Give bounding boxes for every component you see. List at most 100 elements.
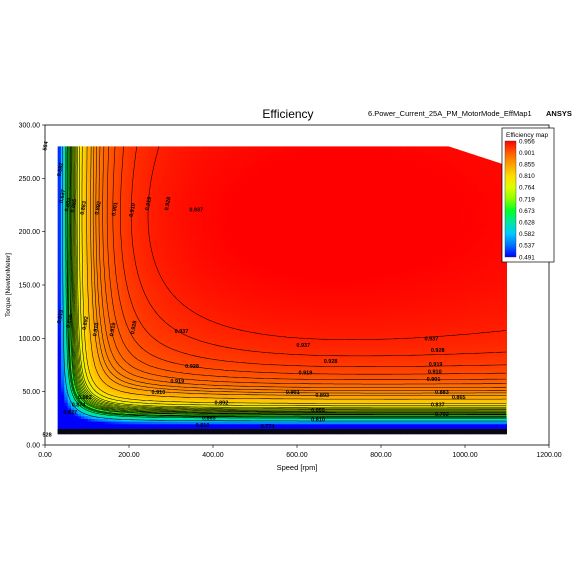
heat-cell <box>64 173 69 177</box>
heat-cell <box>64 207 69 211</box>
heat-cell <box>60 154 65 158</box>
heat-cell <box>64 239 69 243</box>
heat-cell <box>87 295 92 299</box>
heat-cell <box>84 247 89 251</box>
heat-cell <box>94 181 99 185</box>
heat-cell <box>84 165 89 169</box>
heat-cell <box>87 421 92 425</box>
heat-cell <box>87 237 92 241</box>
heat-cell <box>94 357 99 361</box>
heat-cell <box>74 234 79 238</box>
heat-cell <box>91 159 96 163</box>
heat-cell <box>60 242 65 246</box>
heat-cell <box>71 381 75 385</box>
heat-cell <box>67 298 72 302</box>
heat-cell <box>71 191 75 195</box>
heat-cell <box>81 314 86 318</box>
heat-cell <box>74 354 79 358</box>
heat-cell <box>87 322 92 326</box>
heat-cell <box>77 303 82 307</box>
heat-cell <box>81 263 86 267</box>
heat-cell <box>84 255 89 259</box>
heat-cell <box>64 410 69 414</box>
heat-cell <box>87 170 92 174</box>
heat-cell <box>91 330 96 334</box>
heat-cell <box>57 319 62 323</box>
heat-cell <box>84 365 89 369</box>
heat-cell <box>60 338 65 342</box>
heat-cell <box>71 258 75 262</box>
heat-cell <box>77 309 82 313</box>
heat-cell <box>71 346 75 350</box>
heat-cell <box>87 199 92 203</box>
heat-cell <box>77 373 82 377</box>
heat-cell <box>57 327 62 331</box>
heat-cell <box>81 149 86 153</box>
heat-cell <box>81 247 86 251</box>
heat-cell <box>57 375 62 379</box>
heat-cell <box>87 205 92 209</box>
heat-cell <box>60 359 65 363</box>
heat-cell <box>64 351 69 355</box>
heat-cell <box>84 362 89 366</box>
heat-cell <box>67 423 72 427</box>
heat-cell <box>91 285 96 289</box>
heat-cell <box>57 285 62 289</box>
heat-cell <box>87 399 92 403</box>
heat-cell <box>71 269 75 273</box>
heat-cell <box>94 325 99 329</box>
heat-cell <box>87 405 92 409</box>
heat-cell <box>81 362 86 366</box>
heat-cell <box>84 426 89 430</box>
heat-cell <box>60 237 65 241</box>
heat-cell <box>57 357 62 361</box>
heat-cell <box>74 341 79 345</box>
heat-cell <box>57 293 62 297</box>
heat-cell <box>81 234 86 238</box>
heat-cell <box>94 226 99 230</box>
heat-cell <box>84 322 89 326</box>
heat-cell <box>87 413 92 417</box>
heat-cell <box>60 375 65 379</box>
heat-cell <box>77 282 82 286</box>
heat-cell <box>87 317 92 321</box>
heat-cell <box>84 287 89 291</box>
heat-cell <box>81 239 86 243</box>
heat-cell <box>84 263 89 267</box>
heat-cell <box>84 319 89 323</box>
heat-cell <box>60 389 65 393</box>
heat-cell <box>67 415 72 419</box>
heat-cell <box>77 226 82 230</box>
heat-cell <box>81 255 86 259</box>
heat-cell <box>57 191 62 195</box>
heat-cell <box>81 274 86 278</box>
heat-cell <box>91 397 96 401</box>
heat-cell <box>84 151 89 155</box>
heat-cell <box>57 274 62 278</box>
heat-cell <box>60 210 65 214</box>
heat-cell <box>64 341 69 345</box>
heat-cell <box>67 421 72 425</box>
heat-cell <box>91 247 96 251</box>
heat-cell <box>94 239 99 243</box>
heat-cell <box>81 207 86 211</box>
heat-cell <box>60 394 65 398</box>
heat-cell <box>87 247 92 251</box>
heat-cell <box>64 421 69 425</box>
heat-cell <box>94 293 99 297</box>
heat-cell <box>87 309 92 313</box>
heat-cell <box>60 327 65 331</box>
heat-cell <box>84 269 89 273</box>
heat-cell <box>64 226 69 230</box>
heat-cell <box>77 410 82 414</box>
heat-cell <box>71 391 75 395</box>
heat-cell <box>64 234 69 238</box>
heat-cell <box>87 271 92 275</box>
heat-cell <box>71 221 75 225</box>
heat-cell <box>94 191 99 195</box>
heat-cell <box>57 335 62 339</box>
heat-cell <box>60 426 65 430</box>
heat-cell <box>64 373 69 377</box>
heat-cell <box>74 194 79 198</box>
heat-cell <box>57 237 62 241</box>
